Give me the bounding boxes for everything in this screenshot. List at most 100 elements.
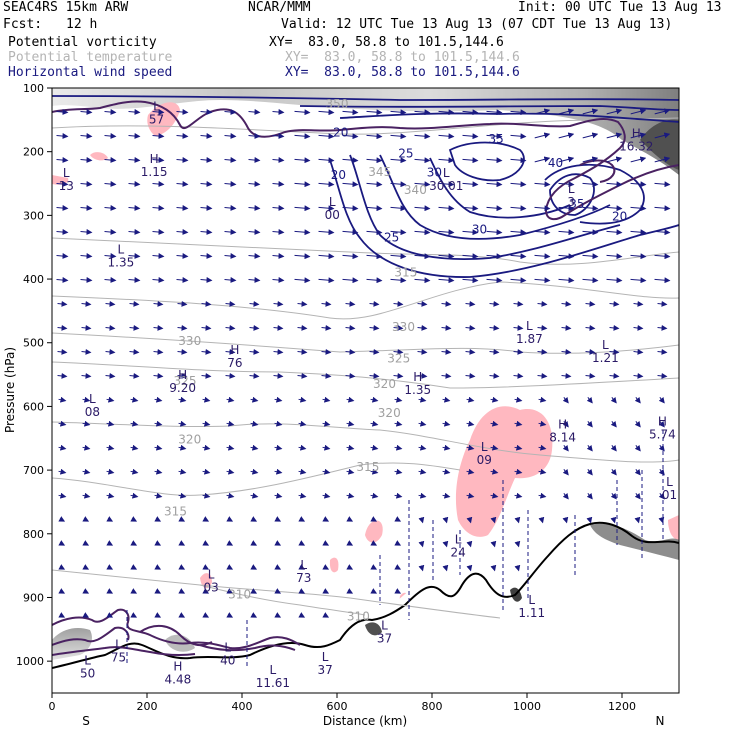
wind-vector	[56, 109, 69, 116]
wind-vector	[466, 564, 473, 572]
wind-vector	[130, 420, 139, 427]
wind-vector	[178, 564, 186, 570]
wind-vector	[558, 277, 575, 284]
extremum-marker: L01	[662, 475, 677, 502]
x-tick-label: 400	[232, 700, 253, 713]
wind-vector	[538, 492, 547, 499]
wind-vector	[366, 109, 383, 116]
wind-vector	[106, 588, 114, 594]
wind-vector	[513, 324, 524, 331]
extremum-marker: H8.14	[549, 418, 576, 445]
wind-vector	[490, 492, 499, 499]
wind-vector	[438, 277, 455, 284]
wind-vector	[394, 444, 403, 451]
wind-vector	[202, 468, 211, 475]
extremum-type: H	[558, 418, 567, 432]
wind-vector	[390, 253, 407, 260]
wind-vector	[128, 133, 141, 140]
extremum-type: L	[224, 641, 231, 655]
wind-vector	[322, 540, 330, 546]
wind-vector	[106, 564, 114, 570]
wind-vector	[558, 108, 575, 115]
wind-vector	[366, 205, 383, 212]
wind-vector	[318, 253, 335, 260]
extremum-type: L	[84, 653, 91, 667]
wind-vector	[250, 396, 259, 403]
wind-vector	[538, 396, 547, 403]
wind-vector	[513, 300, 524, 307]
wind-vector	[346, 396, 355, 403]
wind-vector	[129, 300, 140, 307]
wind-vector	[152, 277, 165, 284]
wind-vector	[58, 612, 66, 618]
wind-vector	[514, 444, 523, 451]
wind-vector	[442, 396, 451, 403]
theta-label: 315	[394, 266, 417, 280]
wind-vector	[630, 205, 647, 212]
wind-vector	[104, 181, 117, 188]
wind-vector	[345, 372, 356, 379]
wind-vector	[105, 324, 116, 331]
wind-vector	[418, 516, 425, 524]
wind-vector	[394, 516, 402, 522]
wind-vector	[202, 420, 211, 427]
wind-vector	[154, 612, 162, 618]
x-tick-label: 800	[422, 700, 443, 713]
wind-vector	[273, 348, 284, 355]
extremum-type: L	[602, 338, 609, 352]
theta-label: 330	[392, 320, 415, 334]
wind-vector	[630, 277, 647, 284]
wind-vector	[466, 492, 475, 499]
wind-vector	[250, 492, 259, 499]
extremum-value: 11.61	[256, 676, 290, 690]
model-title: SEAC4RS 15km ARW	[3, 0, 129, 15]
wind-vector	[418, 492, 427, 499]
wind-vector	[466, 540, 473, 548]
wind-vector	[58, 588, 66, 594]
wind-vector	[58, 564, 66, 570]
wind-speed-label: 20	[612, 210, 627, 224]
wind-vector	[510, 277, 527, 284]
wind-vector	[534, 181, 551, 188]
wind-vector	[585, 300, 596, 307]
wind-vector	[80, 253, 93, 260]
wind-vector	[178, 516, 186, 522]
fcst-label: Fcst:	[3, 17, 43, 32]
wind-vector	[273, 300, 284, 307]
wind-vector	[200, 205, 213, 212]
wind-vector	[393, 348, 404, 355]
extremum-type: L	[115, 637, 122, 651]
x-tick-label: 600	[327, 700, 348, 713]
wind-vector	[154, 540, 162, 546]
extremum-type: L	[63, 166, 70, 180]
theta-label: 330	[178, 334, 201, 348]
valid-time: Valid: 12 UTC Tue 13 Aug 13 (07 CDT Tue …	[281, 17, 673, 32]
y-tick-label: 400	[23, 273, 44, 286]
wind-vector	[369, 300, 380, 307]
extremum-marker: L37	[317, 650, 332, 677]
wind-vector	[57, 372, 68, 379]
extremum-value: 03	[203, 580, 218, 594]
wind-vector	[80, 277, 93, 284]
theta-label: 310	[228, 587, 251, 601]
wind-vector	[274, 492, 283, 499]
wind-vector	[56, 133, 69, 140]
wind-vector	[586, 468, 593, 476]
wind-vector	[248, 253, 261, 260]
extremum-value: 24	[450, 545, 465, 559]
wind-vector	[294, 109, 311, 116]
extremum-type: L	[381, 618, 388, 632]
wind-vector	[298, 540, 306, 546]
wind-vector	[534, 205, 551, 212]
wind-vector	[393, 372, 404, 379]
extremum-value: 9.20	[169, 381, 196, 395]
wind-vector	[56, 277, 69, 284]
y-tick-label: 200	[23, 146, 44, 159]
wind-vector	[106, 540, 114, 546]
wind-vector	[462, 181, 479, 188]
wind-vector	[370, 420, 379, 427]
wind-vector	[130, 564, 138, 570]
theta-label: 320	[373, 377, 396, 391]
wind-vector	[630, 229, 647, 236]
